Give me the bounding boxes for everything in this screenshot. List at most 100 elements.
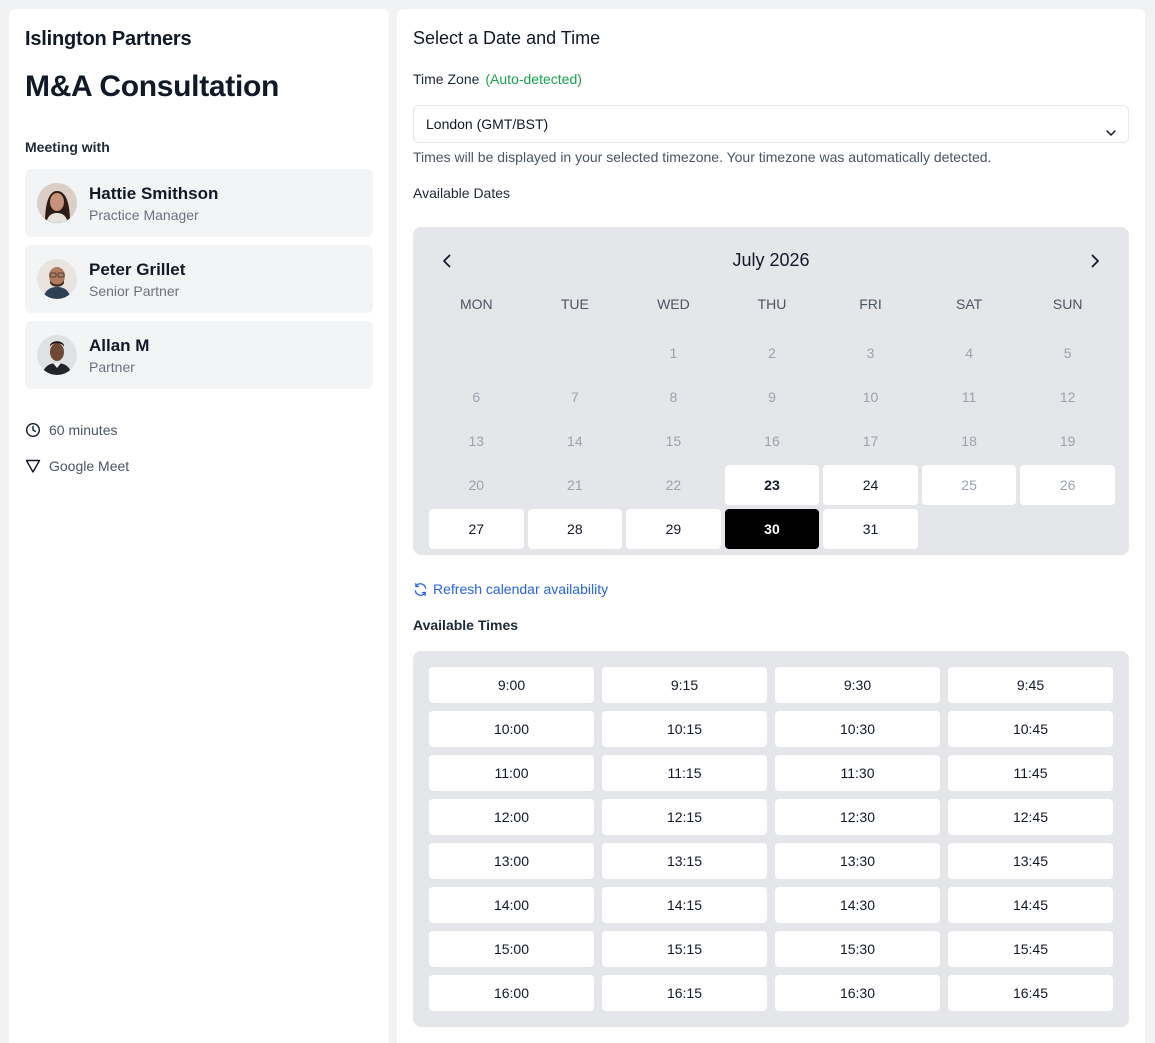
person-name: Hattie Smithson — [89, 184, 219, 203]
time-slot-button[interactable]: 10:00 — [429, 711, 594, 747]
event-info-panel: Islington Partners M&A Consultation Meet… — [9, 9, 389, 1043]
calendar-day: 15 — [665, 433, 682, 449]
weekday-header: SAT — [955, 296, 983, 312]
time-slot-button[interactable]: 9:15 — [602, 667, 767, 703]
time-slot-button[interactable]: 11:45 — [948, 755, 1113, 791]
time-slots-grid: 9:00 9:15 9:30 9:45 10:00 10:15 10:30 10:45 11:0… — [413, 651, 1129, 1027]
time-slot-button[interactable]: 12:45 — [948, 799, 1113, 835]
calendar: July 2026 MON TUE WED THU FRI SAT SUN 1 2 3 4 5 6 7 8 9… — [413, 227, 1129, 555]
time-slot-button[interactable]: 13:00 — [429, 843, 594, 879]
time-slot-button[interactable]: 15:30 — [775, 931, 940, 967]
time-slot-button[interactable]: 16:15 — [602, 975, 767, 1011]
time-slot-button[interactable]: 11:30 — [775, 755, 940, 791]
weekday-header: TUE — [560, 296, 589, 312]
available-dates-label: Available Dates — [413, 185, 511, 201]
company-name: Islington Partners — [25, 28, 192, 50]
calendar-day: 13 — [468, 433, 485, 449]
calendar-day: 12 — [1059, 389, 1076, 405]
time-slot-button[interactable]: 16:30 — [775, 975, 940, 1011]
time-slot-button[interactable]: 10:30 — [775, 711, 940, 747]
calendar-month: July 2026 — [732, 250, 810, 270]
calendar-day[interactable]: 31 — [823, 509, 918, 549]
calendar-grid: MON TUE WED THU FRI SAT SUN 1 2 3 4 5 6 7 8 9 10 11 12 13 14… — [429, 289, 1115, 549]
next-month-button[interactable] — [1085, 251, 1105, 271]
calendar-day: 8 — [669, 389, 678, 405]
time-slot-button[interactable]: 10:15 — [602, 711, 767, 747]
calendar-day: 21 — [567, 477, 583, 493]
chevron-left-icon — [443, 254, 451, 268]
timezone-label-text: Time Zone — [413, 71, 480, 87]
time-slot-button[interactable]: 9:45 — [948, 667, 1113, 703]
section-title: Select a Date and Time — [413, 28, 601, 48]
calendar-day: 22 — [665, 477, 682, 493]
calendar-day: 16 — [764, 433, 780, 449]
time-slot-button[interactable]: 15:00 — [429, 931, 594, 967]
calendar-day: 20 — [468, 477, 485, 493]
meeting-with-label: Meeting with — [25, 139, 110, 155]
time-slot-button[interactable]: 14:30 — [775, 887, 940, 923]
person-name: Allan M — [89, 336, 150, 355]
refresh-icon — [413, 582, 428, 597]
time-slot-button[interactable]: 9:30 — [775, 667, 940, 703]
time-slot-button[interactable]: 13:30 — [775, 843, 940, 879]
timezone-value: London (GMT/BST) — [426, 116, 549, 132]
timezone-auto-detected: (Auto-detected) — [485, 71, 582, 87]
calendar-day[interactable]: 30 — [724, 509, 820, 549]
time-slot-button[interactable]: 11:00 — [429, 755, 594, 791]
avatar — [37, 259, 77, 299]
weekday-header: SUN — [1052, 296, 1083, 312]
calendar-day[interactable]: 28 — [527, 509, 623, 549]
timezone-select[interactable]: London (GMT/BST) — [413, 105, 1129, 143]
refresh-label: Refresh calendar availability — [433, 581, 609, 597]
time-slot-button[interactable]: 13:45 — [948, 843, 1113, 879]
time-slot-button[interactable]: 9:00 — [429, 667, 594, 703]
clock-icon — [25, 422, 41, 438]
calendar-day[interactable]: 29 — [626, 509, 721, 549]
time-slot-button[interactable]: 12:30 — [775, 799, 940, 835]
event-title: M&A Consultation — [25, 70, 280, 103]
time-slot-button[interactable]: 12:00 — [429, 799, 594, 835]
time-slot-button[interactable]: 10:45 — [948, 711, 1113, 747]
time-slot-button[interactable]: 11:15 — [602, 755, 767, 791]
time-slot-button[interactable]: 15:45 — [948, 931, 1113, 967]
available-times-label: Available Times — [413, 617, 519, 633]
weekday-header: THU — [757, 296, 787, 312]
time-slot-button[interactable]: 16:00 — [429, 975, 594, 1011]
time-slot-button[interactable]: 14:45 — [948, 887, 1113, 923]
calendar-day: 11 — [961, 389, 977, 405]
video-triangle-icon — [25, 458, 41, 474]
chevron-down-icon — [1104, 117, 1118, 136]
timezone-help-text: Times will be displayed in your selected… — [413, 149, 992, 165]
calendar-day: 17 — [862, 433, 879, 449]
location-info: Google Meet — [25, 458, 129, 474]
time-slot-button[interactable]: 14:00 — [429, 887, 594, 923]
refresh-calendar-link[interactable]: Refresh calendar availability — [413, 581, 608, 597]
time-slot-button[interactable]: 15:15 — [602, 931, 767, 967]
calendar-day: 10 — [862, 389, 879, 405]
calendar-day[interactable]: 27 — [429, 509, 524, 549]
calendar-day[interactable]: 23 — [724, 465, 820, 505]
duration-info: 60 minutes — [25, 422, 117, 438]
calendar-day: 26 — [1020, 465, 1115, 505]
calendar-day: 2 — [768, 345, 776, 361]
time-slot-button[interactable]: 16:45 — [948, 975, 1113, 1011]
time-slot-button[interactable]: 12:15 — [602, 799, 767, 835]
person-name: Peter Grillet — [89, 260, 186, 279]
calendar-day: 19 — [1059, 433, 1076, 449]
weekday-header: FRI — [859, 296, 882, 312]
person-role: Senior Partner — [89, 283, 180, 299]
calendar-day: 6 — [472, 389, 481, 405]
calendar-day[interactable]: 24 — [823, 465, 918, 505]
weekday-header: MON — [459, 296, 493, 312]
calendar-day: 3 — [866, 345, 875, 361]
calendar-day: 18 — [961, 433, 977, 449]
avatar — [37, 183, 77, 223]
previous-month-button[interactable] — [437, 251, 457, 271]
calendar-day: 1 — [669, 345, 678, 361]
time-slot-button[interactable]: 14:15 — [602, 887, 767, 923]
time-slot-button[interactable]: 13:15 — [602, 843, 767, 879]
calendar-day: 9 — [768, 389, 776, 405]
duration-text: 60 minutes — [49, 422, 118, 438]
date-time-panel: Select a Date and Time Time Zone (Auto-de… — [397, 9, 1145, 1043]
